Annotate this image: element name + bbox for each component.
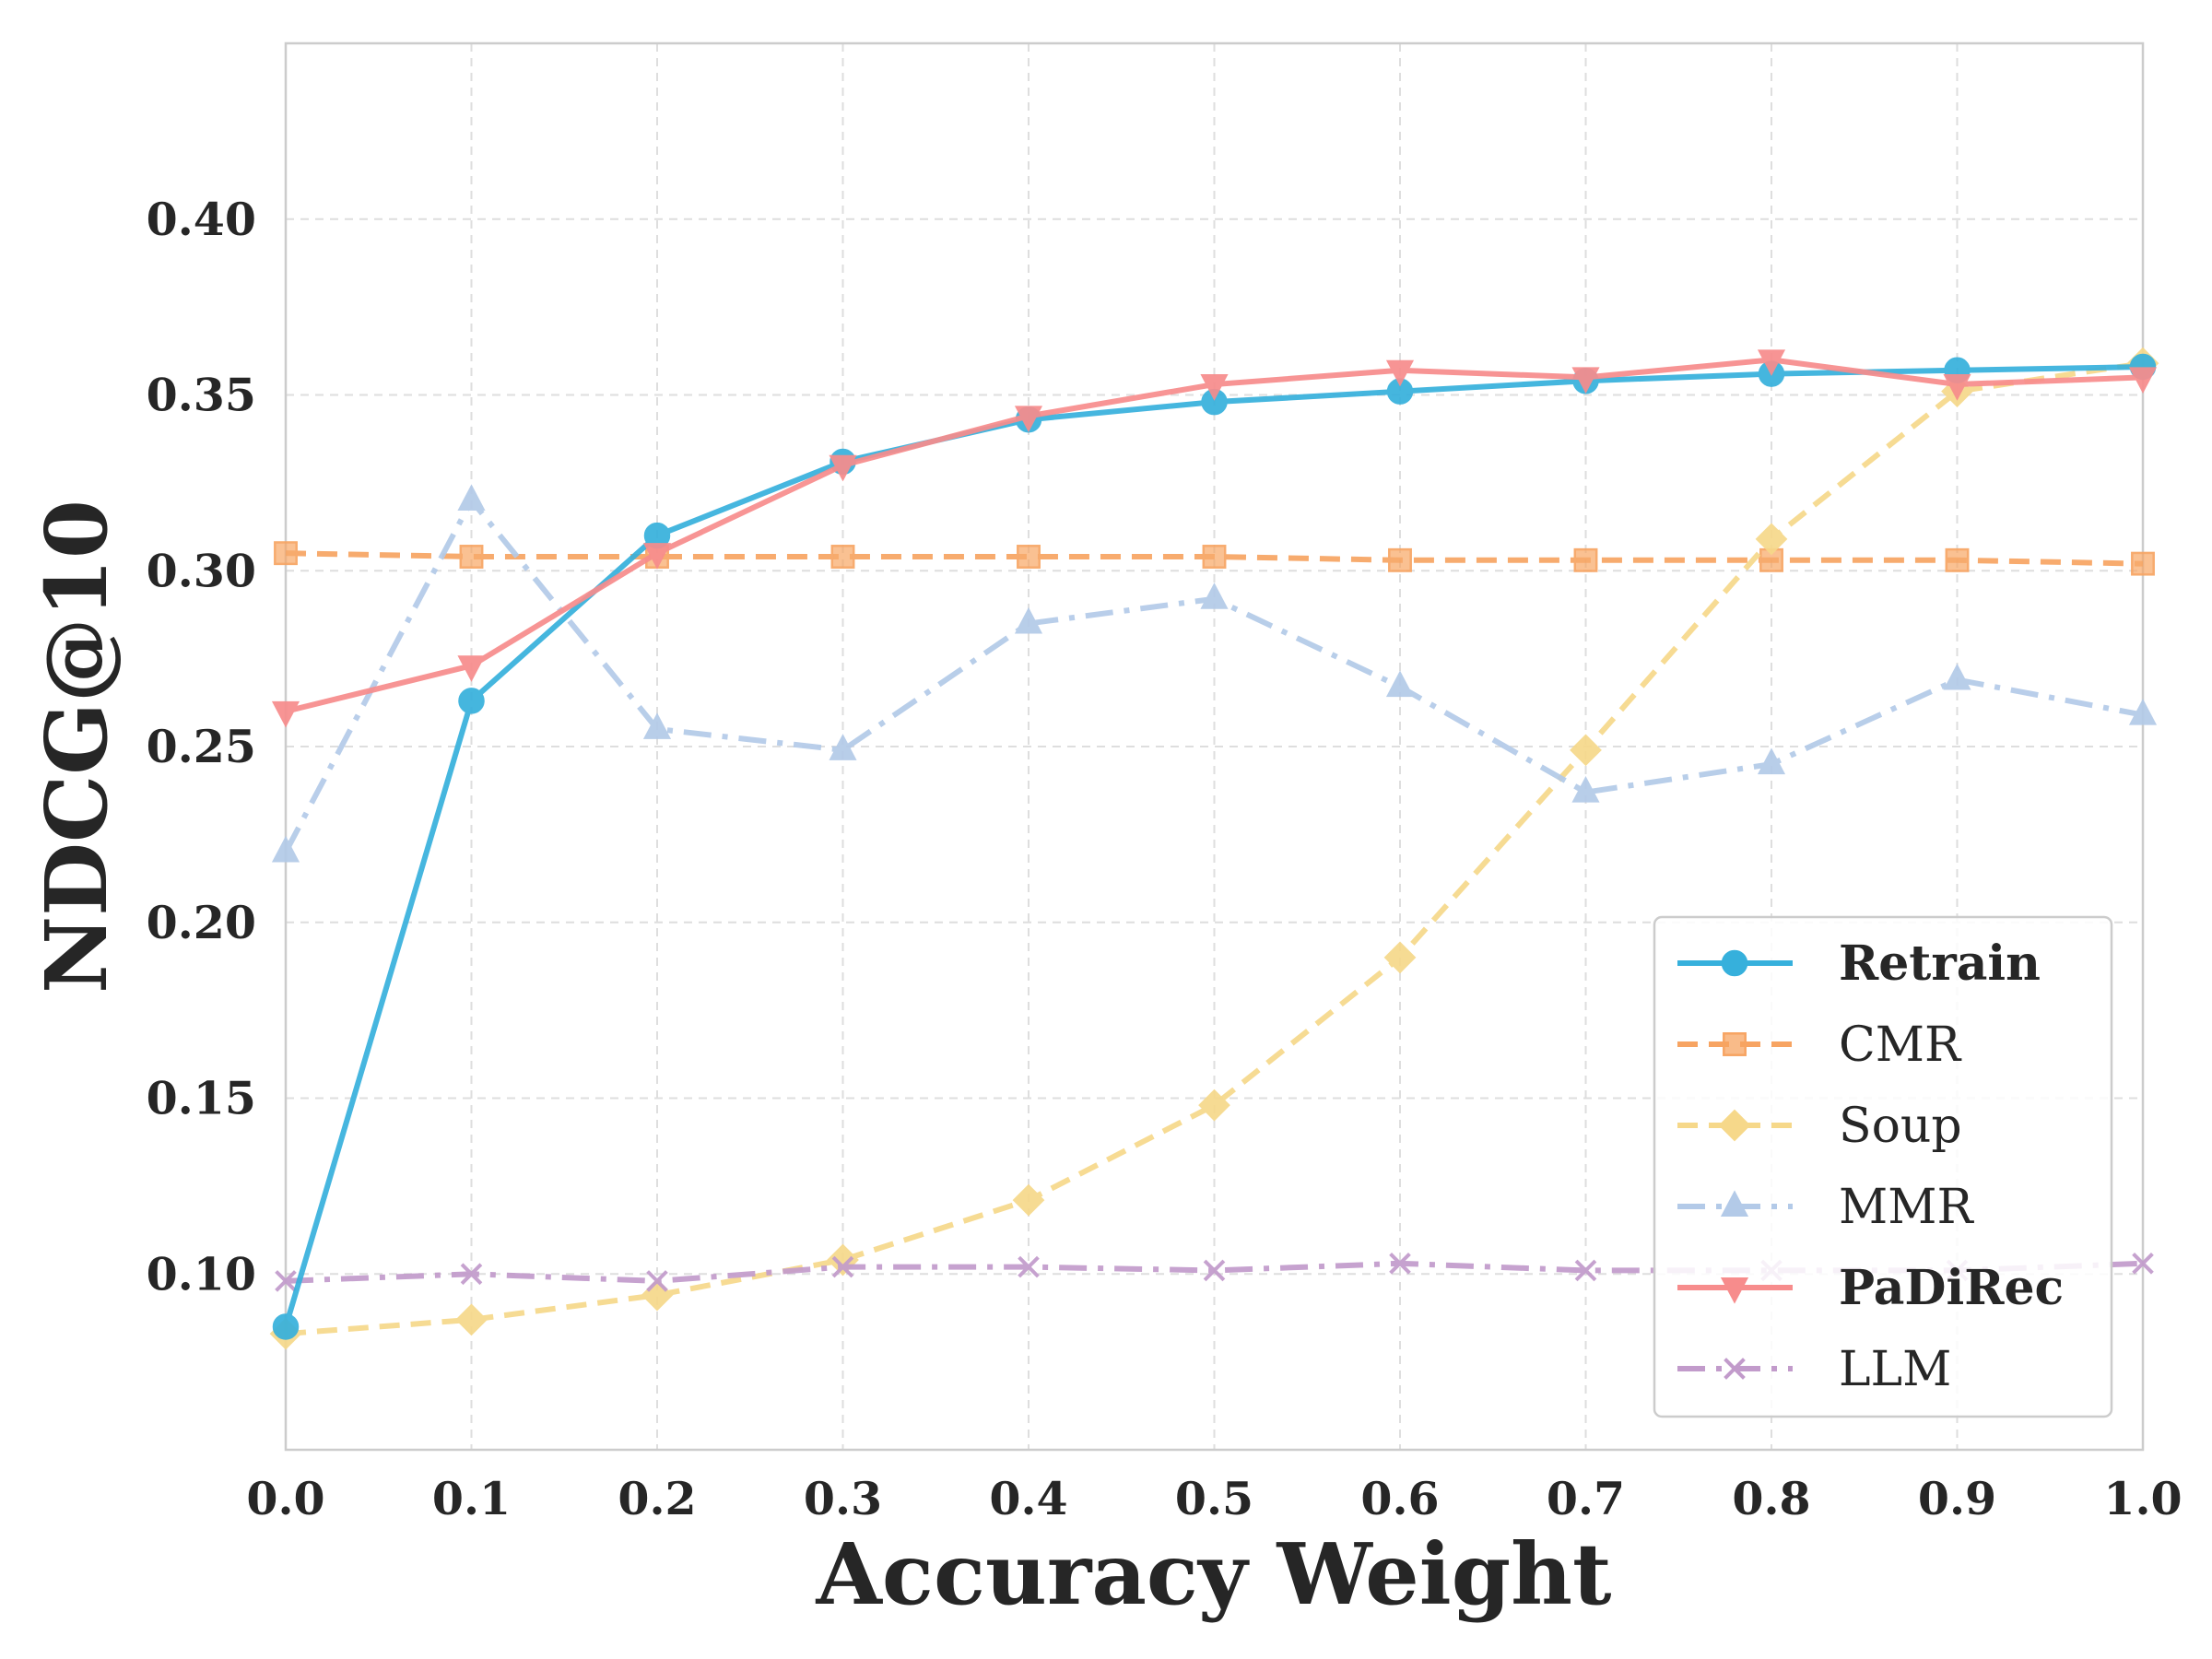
- marker-diamond: [1383, 941, 1417, 974]
- y-tick-label: 0.15: [147, 1072, 256, 1125]
- legend-item-soup: Soup: [1677, 1099, 1962, 1154]
- legend-label: PaDiRec: [1839, 1260, 2064, 1316]
- x-tick-label: 0.5: [1175, 1472, 1253, 1525]
- marker-triangle-up: [1720, 1190, 1749, 1217]
- series-cmr: [274, 541, 2155, 576]
- series-padirec: [271, 349, 2158, 728]
- y-tick-label: 0.30: [147, 544, 256, 597]
- marker-circle: [272, 1313, 300, 1340]
- marker-square: [830, 545, 855, 569]
- marker-triangle-down: [2128, 367, 2158, 394]
- y-tick-label: 0.35: [147, 369, 256, 422]
- legend-box: [1653, 915, 2113, 1418]
- x-tick-labels: 0.0 0.1 0.2 0.3 0.4 0.5 0.6 0.7 0.8 0.9 1.0: [246, 1472, 2182, 1525]
- marker-diamond: [1198, 1088, 1230, 1122]
- marker-x: [460, 1263, 483, 1286]
- x-tick-label: 0.9: [1918, 1472, 1996, 1525]
- marker-triangle-up: [1385, 670, 1415, 698]
- marker-circle: [458, 688, 485, 714]
- marker-x: [831, 1255, 854, 1278]
- x-axis-label: Accuracy Weight: [816, 1524, 1612, 1624]
- legend-label: MMR: [1839, 1180, 1974, 1235]
- marker-x: [2132, 1252, 2154, 1275]
- marker-triangle-up: [1014, 606, 1043, 634]
- marker-square: [1202, 545, 1227, 569]
- y-tick-label: 0.10: [147, 1247, 256, 1300]
- marker-triangle-down: [642, 543, 672, 570]
- marker-x: [1203, 1259, 1226, 1282]
- marker-triangle-up: [271, 835, 300, 863]
- y-tick-label: 0.25: [147, 720, 256, 773]
- marker-triangle-up: [829, 734, 857, 760]
- marker-x: [1574, 1259, 1597, 1282]
- marker-square: [2131, 551, 2155, 576]
- marker-triangle-down: [1757, 349, 1786, 376]
- x-tick-label: 0.6: [1360, 1472, 1439, 1525]
- marker-triangle-down: [1200, 374, 1229, 401]
- marker-x: [275, 1270, 297, 1292]
- marker-triangle-up: [1571, 775, 1600, 803]
- marker-x: [1724, 1358, 1746, 1380]
- x-tick-label: 0.8: [1732, 1472, 1810, 1525]
- marker-triangle-up: [2128, 699, 2158, 725]
- series-mmr: [271, 484, 2158, 863]
- marker-triangle-up: [1757, 747, 1786, 775]
- marker-triangle-down: [1571, 367, 1600, 394]
- x-tick-label: 1.0: [2103, 1472, 2182, 1525]
- marker-circle: [1721, 949, 1748, 977]
- marker-triangle-up: [1200, 582, 1229, 609]
- marker-triangle-down: [1014, 406, 1043, 433]
- marker-square: [1945, 547, 1970, 572]
- marker-diamond: [1718, 1109, 1751, 1142]
- marker-x: [1389, 1252, 1411, 1275]
- marker-x: [646, 1270, 668, 1292]
- legend-item-retrain: Retrain: [1677, 935, 2041, 992]
- legend: Retrain CMR Soup MMR PaDiRec LLM: [1653, 915, 2113, 1418]
- x-tick-label: 0.4: [989, 1472, 1067, 1525]
- marker-triangle-down: [1720, 1277, 1749, 1304]
- x-tick-label: 0.3: [804, 1472, 882, 1525]
- y-tick-label: 0.20: [147, 896, 256, 949]
- y-tick-label: 0.40: [147, 193, 256, 246]
- marker-triangle-down: [1943, 374, 1971, 401]
- marker-triangle-down: [829, 454, 857, 482]
- x-tick-label: 0.1: [432, 1472, 511, 1525]
- marker-diamond: [455, 1303, 488, 1336]
- marker-diamond: [1755, 523, 1788, 556]
- marker-square: [274, 541, 298, 566]
- marker-square: [1573, 547, 1598, 572]
- marker-triangle-up: [642, 712, 672, 739]
- marker-x: [1018, 1255, 1040, 1278]
- legend-item-llm: LLM: [1677, 1342, 1951, 1397]
- legend-item-padirec: PaDiRec: [1677, 1260, 2064, 1316]
- legend-label: CMR: [1839, 1018, 1962, 1073]
- marker-triangle-up: [1943, 663, 1971, 690]
- legend-item-mmr: MMR: [1677, 1180, 1974, 1235]
- marker-square: [1017, 545, 1041, 569]
- legend-item-cmr: CMR: [1677, 1018, 1962, 1073]
- marker-square: [1388, 547, 1412, 572]
- marker-diamond: [1012, 1183, 1045, 1217]
- marker-diamond: [641, 1278, 674, 1312]
- marker-diamond: [827, 1243, 859, 1277]
- marker-square: [459, 545, 484, 569]
- x-tick-label: 0.0: [246, 1472, 324, 1525]
- marker-triangle-down: [1385, 359, 1415, 387]
- legend-label: LLM: [1839, 1342, 1951, 1397]
- legend-label: Retrain: [1839, 935, 2041, 992]
- x-tick-label: 0.2: [618, 1472, 696, 1525]
- y-axis-label: NDCG@10: [27, 500, 126, 994]
- x-tick-label: 0.7: [1547, 1472, 1625, 1525]
- legend-label: Soup: [1839, 1099, 1962, 1154]
- marker-triangle-down: [271, 700, 300, 728]
- marker-square: [1723, 1032, 1747, 1056]
- marker-triangle-down: [457, 655, 486, 682]
- marker-diamond: [1570, 734, 1602, 767]
- plot-frame: [284, 41, 2145, 1452]
- marker-triangle-up: [457, 484, 486, 511]
- y-tick-labels: 0.10 0.15 0.20 0.25 0.30 0.35 0.40: [147, 193, 256, 1301]
